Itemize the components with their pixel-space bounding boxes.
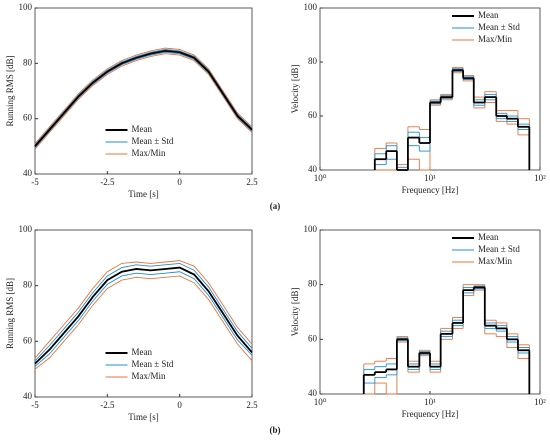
series-line [34,275,253,370]
y-axis-label: Velocity [dB] [290,65,300,114]
y-tick-label: 40 [23,168,33,178]
x-tick-label: -5 [31,400,39,410]
series-line [34,271,253,367]
series-line [34,266,253,365]
legend-label: Max/Min [132,148,167,158]
y-tick-label: 40 [308,164,318,174]
series-line [34,49,253,147]
legend-label: Mean [478,232,499,242]
y-axis-label: Running RMS [dB] [5,278,15,349]
legend-label: Max/Min [478,34,513,44]
legend-label: Max/Min [132,371,167,381]
x-tick-label: 10⁰ [314,397,327,407]
y-axis-label: Velocity [dB] [290,288,300,337]
y-tick-label: 40 [308,388,318,398]
y-tick-label: 80 [23,57,33,67]
series-line [34,260,253,359]
y-tick-label: 60 [23,113,33,123]
series-line [34,53,253,150]
x-tick-label: 0 [177,400,182,410]
y-tick-label: 100 [304,224,318,234]
y-tick-label: 80 [308,56,318,66]
legend-label: Mean ± Std [478,244,520,254]
legend-label: Mean ± Std [132,359,174,369]
legend-label: Mean [478,10,499,20]
x-tick-label: 10⁰ [314,173,327,183]
x-axis-label: Frequency [Hz] [402,409,459,419]
x-tick-label: 10² [534,397,546,407]
legend-label: Mean ± Std [132,136,174,146]
y-tick-label: 100 [19,224,33,234]
y-tick-label: 60 [308,333,318,343]
series-line [34,262,253,362]
panel-label: (a) [270,201,281,211]
x-tick-label: -2.5 [100,400,115,410]
x-tick-label: 2.5 [246,400,258,410]
x-axis-label: Time [s] [128,189,158,199]
y-tick-label: 60 [23,335,33,345]
y-tick-label: 40 [23,391,33,401]
plot-area [34,7,253,175]
x-tick-label: -2.5 [100,177,115,187]
y-tick-label: 100 [304,2,318,12]
legend-label: Mean [132,124,153,134]
legend-label: Mean ± Std [478,22,520,32]
y-tick-label: 80 [308,279,318,289]
x-axis-label: Time [s] [128,412,158,422]
x-tick-label: 10¹ [424,397,436,407]
x-tick-label: 10² [534,173,546,183]
x-axis-label: Frequency [Hz] [402,185,459,195]
y-tick-label: 80 [23,280,33,290]
x-tick-label: 0 [177,177,182,187]
x-tick-label: 2.5 [246,177,258,187]
x-tick-label: -5 [31,177,39,187]
legend-label: Max/Min [478,256,513,266]
x-tick-label: 10¹ [424,173,436,183]
legend-label: Mean [132,347,153,357]
panel-label: (b) [270,425,281,435]
y-axis-label: Running RMS [dB] [5,55,15,126]
plot-area [34,229,253,398]
series-line [34,47,253,144]
y-tick-label: 60 [308,110,318,120]
y-tick-label: 100 [19,2,33,12]
